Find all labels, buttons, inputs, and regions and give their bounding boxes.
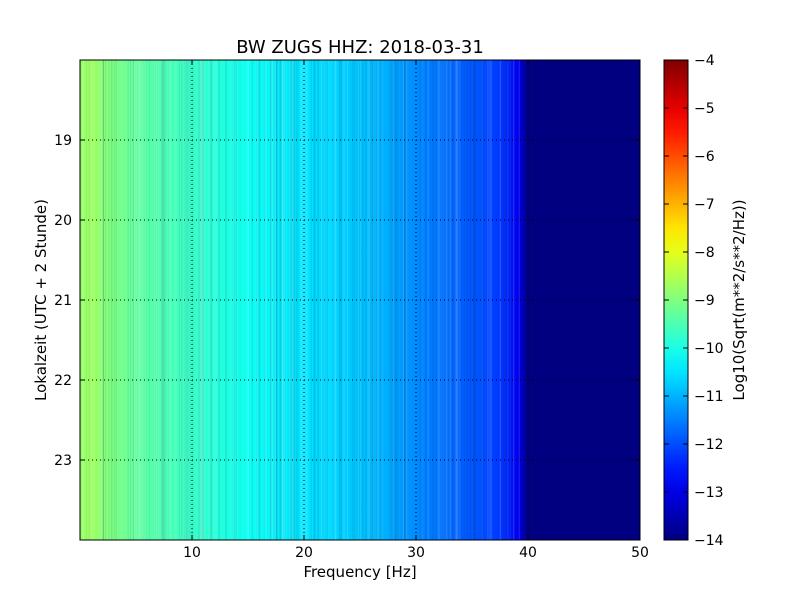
x-tick-label: 40 xyxy=(519,545,537,561)
y-tick-label: 19 xyxy=(54,133,72,149)
x-tick-label: 10 xyxy=(183,545,201,561)
y-axis: 19 20 21 22 23 xyxy=(54,133,640,469)
colorbar-tick-label: −9 xyxy=(694,293,715,309)
x-axis: 10 20 30 40 50 xyxy=(183,60,649,561)
colorbar-tick-label: −10 xyxy=(694,341,724,357)
colorbar-tick-label: −13 xyxy=(694,485,724,501)
colorbar-label: Log10(Sqrt(m**2/s**2/Hz)) xyxy=(730,199,748,400)
x-tick-label: 20 xyxy=(295,545,313,561)
colorbar-tick-label: −11 xyxy=(694,389,724,405)
x-axis-label: Frequency [Hz] xyxy=(303,563,416,581)
colorbar-tick-label: −4 xyxy=(694,53,715,69)
colorbar-tick-label: −12 xyxy=(694,437,724,453)
colorbar-tick-label: −14 xyxy=(694,533,724,549)
y-axis-label: Lokalzeit (UTC + 2 Stunde) xyxy=(32,199,50,401)
y-tick-label: 20 xyxy=(54,213,72,229)
colorbar: −4 −5 −6 −7 −8 −9 −10 −11 −12 −13 −14 Log10(Sqrt(m… xyxy=(663,53,748,549)
colorbar-tick-label: −5 xyxy=(694,101,715,117)
plot-area xyxy=(79,59,641,541)
gridlines xyxy=(80,60,640,540)
y-tick-label: 22 xyxy=(54,373,72,389)
colorbar-tick-label: −7 xyxy=(694,197,715,213)
colorbar-tick-label: −6 xyxy=(694,149,715,165)
chart-title: BW ZUGS HHZ: 2018-03-31 xyxy=(236,37,484,58)
x-tick-label: 30 xyxy=(407,545,425,561)
y-tick-label: 21 xyxy=(54,293,72,309)
colorbar-tick-label: −8 xyxy=(694,245,715,261)
colorbar-ticks: −4 −5 −6 −7 −8 −9 −10 −11 −12 −13 −14 xyxy=(664,53,724,549)
y-tick-label: 23 xyxy=(54,453,72,469)
x-tick-label: 50 xyxy=(631,545,649,561)
